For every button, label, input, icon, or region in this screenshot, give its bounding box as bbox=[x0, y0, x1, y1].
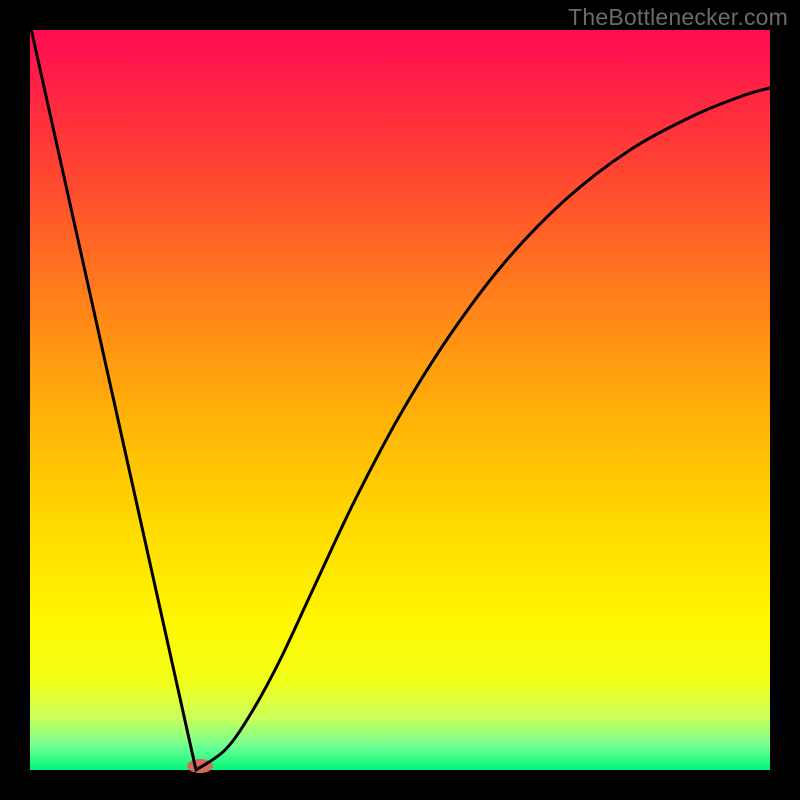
bottleneck-chart bbox=[0, 0, 800, 800]
plot-background bbox=[30, 30, 770, 770]
watermark-text: TheBottlenecker.com bbox=[568, 4, 788, 31]
chart-container: { "watermark": { "text": "TheBottlenecke… bbox=[0, 0, 800, 800]
